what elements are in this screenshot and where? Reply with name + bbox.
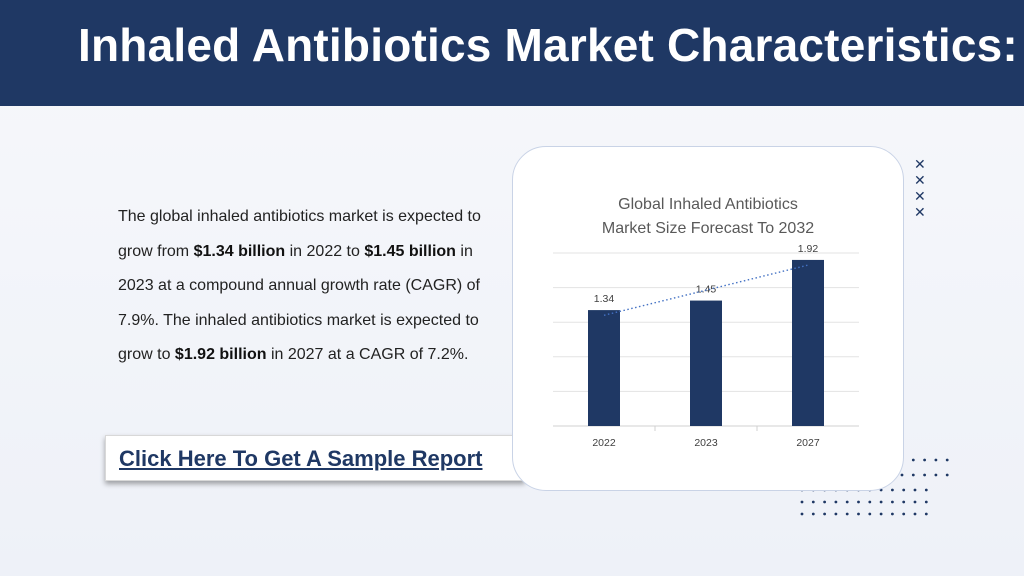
- description-text-1: The global inhaled antibiotics market is…: [118, 208, 481, 260]
- dot: [934, 458, 938, 462]
- dot: [857, 512, 860, 516]
- bar-2027: [792, 259, 824, 426]
- dot: [868, 500, 872, 504]
- value-2022: $1.34 billion: [193, 242, 286, 260]
- x-mark-icon: ✕: [914, 156, 926, 172]
- bar-2022: [588, 310, 620, 426]
- dot: [924, 500, 928, 504]
- x-tick-label-2027: 2027: [796, 437, 820, 449]
- bar-2023: [690, 300, 722, 426]
- data-label-2022: 1.34: [594, 293, 615, 305]
- dot: [891, 500, 894, 504]
- dot: [834, 500, 838, 504]
- description-text-2: in 2022 to: [285, 242, 365, 260]
- dot: [902, 488, 906, 492]
- chart-title-line-1: Global Inhaled Antibiotics: [618, 196, 798, 213]
- dot: [834, 512, 838, 516]
- dot: [811, 512, 815, 516]
- dot: [823, 512, 826, 516]
- trendline: [603, 264, 809, 316]
- header-bar: Inhaled Antibiotics Market Characteristi…: [0, 0, 1024, 106]
- dot: [913, 488, 917, 492]
- description-text-3: in 2023 at a compound annual growth rate…: [118, 242, 480, 364]
- dot: [945, 473, 949, 477]
- x-marks-decoration: ✕ ✕ ✕ ✕: [914, 156, 926, 220]
- sample-report-banner[interactable]: Click Here To Get A Sample Report: [105, 435, 525, 481]
- dot: [902, 512, 906, 516]
- x-tick-label-2022: 2022: [592, 437, 616, 449]
- chart-title-line-2: Market Size Forecast To 2032: [601, 220, 815, 237]
- dot: [811, 500, 815, 504]
- dot: [913, 512, 917, 516]
- dot: [891, 488, 894, 492]
- dot: [911, 473, 915, 477]
- dot: [913, 500, 917, 504]
- x-tick-label-2023: 2023: [694, 437, 718, 449]
- dot: [879, 512, 883, 516]
- dot: [845, 500, 849, 504]
- x-mark-icon: ✕: [914, 204, 926, 220]
- dot: [923, 458, 926, 462]
- value-2027: $1.92 billion: [174, 346, 267, 364]
- dot: [924, 488, 928, 492]
- dot: [823, 500, 826, 504]
- dot: [911, 458, 915, 462]
- sample-report-link[interactable]: Click Here To Get A Sample Report: [119, 446, 483, 471]
- dot: [891, 512, 894, 516]
- dot: [868, 512, 872, 516]
- x-mark-icon: ✕: [914, 172, 926, 188]
- dot: [934, 473, 938, 477]
- dot: [945, 458, 949, 462]
- dot: [800, 500, 804, 504]
- dot: [857, 500, 860, 504]
- x-mark-icon: ✕: [914, 188, 926, 204]
- market-description: The global inhaled antibiotics market is…: [118, 200, 488, 373]
- dot: [923, 473, 926, 477]
- dot: [800, 512, 804, 516]
- dot: [879, 500, 883, 504]
- value-2023: $1.45 billion: [364, 242, 456, 260]
- description-text-4: in 2027 at a CAGR of 7.2%.: [266, 346, 469, 364]
- dot: [845, 512, 849, 516]
- page-title: Inhaled Antibiotics Market Characteristi…: [78, 19, 1018, 71]
- dot: [900, 473, 904, 477]
- dot: [902, 500, 906, 504]
- dot: [924, 512, 928, 516]
- chart-card: Global Inhaled Antibiotics Market Size F…: [512, 146, 904, 491]
- data-label-2027: 1.92: [798, 243, 819, 255]
